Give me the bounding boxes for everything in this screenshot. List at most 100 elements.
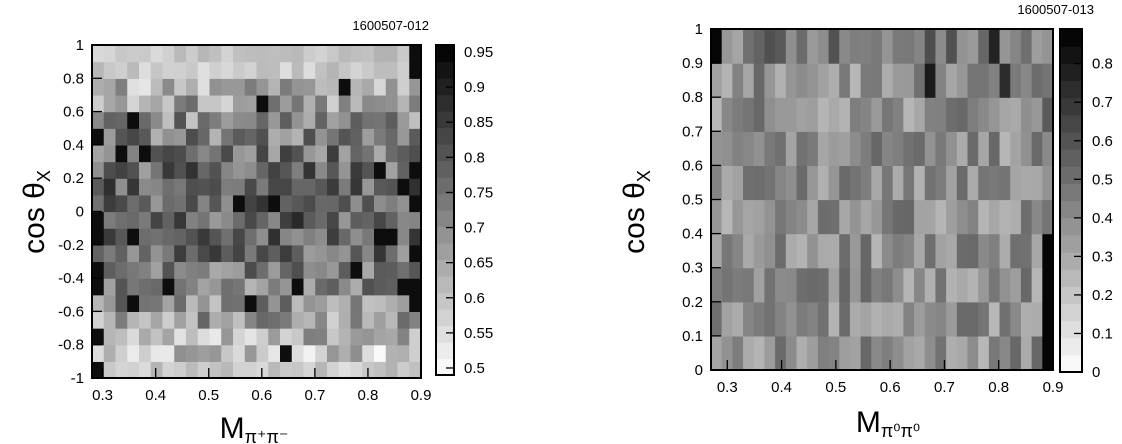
colorbar-swatch [436,160,454,178]
right-colorbar: 0 0.1 0.2 0.3 0.4 0.5 0.6 0.7 0.8 [1059,28,1113,381]
heatmap-cell [999,267,1011,303]
heatmap-cell [315,94,328,113]
heatmap-cell [291,328,305,346]
heatmap-cell [924,165,937,201]
heatmap-cell [350,178,363,196]
heatmap-cell [186,111,199,129]
heatmap-cell [174,261,187,279]
heatmap-cell [796,165,808,201]
y-tick-label: 0.1 [682,328,703,345]
colorbar-tick-label: 0.9 [464,79,485,96]
y-tick-label: -1 [71,370,84,387]
heatmap-cell [1010,165,1022,201]
heatmap-cell [197,228,211,246]
heatmap-cell [882,131,894,166]
heatmap-cell [839,63,851,98]
heatmap-cell [256,211,269,229]
heatmap-cell [127,94,140,113]
heatmap-cell [785,335,798,371]
heatmap-cell [882,301,894,337]
heatmap-cell [785,29,798,64]
heatmap-cell [280,61,293,79]
heatmap-cell [280,45,293,63]
heatmap-cell [268,278,281,296]
heatmap-cell [785,63,798,98]
heatmap-cell [350,228,363,246]
heatmap-cell [139,61,152,79]
heatmap-cell [409,328,422,346]
heatmap-cell [315,294,328,312]
heatmap-cell [291,228,305,246]
colorbar-tick-label: 0.55 [464,325,493,342]
colorbar-swatch [436,127,454,145]
heatmap-cell [244,178,258,196]
heatmap-cell [162,228,175,246]
heatmap-cell [796,335,808,371]
heatmap-cell [197,294,211,312]
heatmap-cell [999,29,1011,64]
heatmap-cell [92,94,105,113]
heatmap-cell [186,261,199,279]
heatmap-cell [221,244,234,263]
y-tick-label: 0 [76,204,84,221]
heatmap-cell [338,128,352,146]
heatmap-cell [397,311,410,329]
heatmap-cell [139,111,152,129]
heatmap-cell [139,144,152,163]
heatmap-cell [1031,233,1043,269]
heatmap-cell [197,361,211,379]
heatmap-cell [914,199,926,235]
heatmap-cell [903,165,915,201]
right-x-label-main: M [856,406,881,439]
heatmap-cell [967,199,979,235]
heatmap-cell [871,63,883,98]
heatmap-cell [280,78,293,96]
heatmap-cell [385,361,399,379]
heatmap-cell [127,161,140,179]
heatmap-cell [711,131,723,166]
heatmap-cell [256,228,269,246]
heatmap-cell [139,211,152,229]
heatmap-cell [186,328,199,346]
heatmap-cell [892,335,904,371]
right-y-label-main: cos θ [618,182,651,254]
heatmap-cell [115,361,128,379]
heatmap-cell [92,178,105,196]
right-y-label-sub: X [634,170,654,182]
colorbar-swatch [1060,63,1082,82]
colorbar-swatch [436,111,454,129]
heatmap-cell [233,294,246,312]
heatmap-cell [397,361,410,379]
heatmap-cell [785,165,798,201]
heatmap-cell [924,199,937,235]
heatmap-cell [350,244,363,263]
heatmap-cell [721,233,733,269]
heatmap-cell [103,111,117,129]
heatmap-cell [385,194,399,213]
heatmap-cell [303,311,316,329]
heatmap-cell [711,335,723,371]
heatmap-cell [92,278,105,296]
heatmap-cell [1031,335,1043,371]
heatmap-cell [817,233,830,269]
colorbar-swatch [1060,200,1082,219]
heatmap-cell [291,111,305,129]
heatmap-cell [291,161,305,179]
heatmap-cell [967,165,979,201]
heatmap-cell [397,161,410,179]
heatmap-cell [209,311,222,329]
heatmap-cell [374,211,387,229]
heatmap-cell [209,261,222,279]
heatmap-cell [988,267,1001,303]
heatmap-cell [871,267,883,303]
heatmap-cell [103,294,117,312]
heatmap-cell [374,228,387,246]
heatmap-cell [139,45,152,63]
heatmap-cell [115,78,128,96]
heatmap-cell [127,178,140,196]
heatmap-cell [924,301,937,337]
heatmap-cell [186,278,199,296]
heatmap-cell [999,131,1011,166]
heatmap-cell [338,194,352,213]
x-tick-label: 0.9 [1043,379,1064,396]
